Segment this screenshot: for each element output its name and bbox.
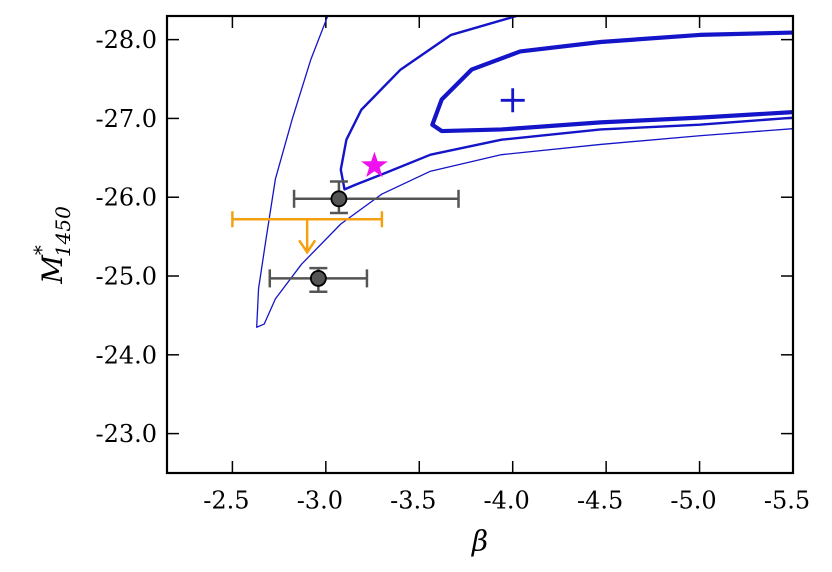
plot-area [231, 16, 793, 328]
x-tick-label: -5.5 [764, 487, 810, 515]
contour-line [430, 30, 793, 134]
x-axis-label: β [471, 525, 488, 558]
y-axis-label: M*1450 [29, 206, 75, 285]
x-tick-label: -4.5 [577, 487, 623, 515]
x-tick-label: -3.5 [390, 487, 436, 515]
plot-frame [165, 14, 795, 475]
y-tick-label: -27.0 [95, 105, 157, 133]
x-tick-label: -2.5 [203, 487, 249, 515]
y-label-subscript: 1450 [51, 206, 75, 257]
y-tick-label: -23.0 [95, 420, 157, 448]
upper-limit-arrow [298, 219, 317, 255]
y-tick-label: -24.0 [95, 341, 157, 369]
x-tick-label: -3.0 [297, 487, 343, 515]
x-tick-label: -5.0 [670, 487, 716, 515]
plus-marker [500, 88, 525, 113]
y-tick-label: -25.0 [95, 263, 157, 291]
star-marker [361, 151, 388, 178]
data-point [330, 190, 348, 208]
x-tick-label: -4.0 [484, 487, 530, 515]
y-label-symbol: M [36, 254, 69, 285]
data-point [309, 269, 327, 287]
y-tick-label: -26.0 [95, 184, 157, 212]
y-label-superscript: * [29, 245, 53, 255]
y-tick-label: -28.0 [95, 26, 157, 54]
contour-line [339, 16, 793, 191]
contour-line [256, 16, 793, 328]
